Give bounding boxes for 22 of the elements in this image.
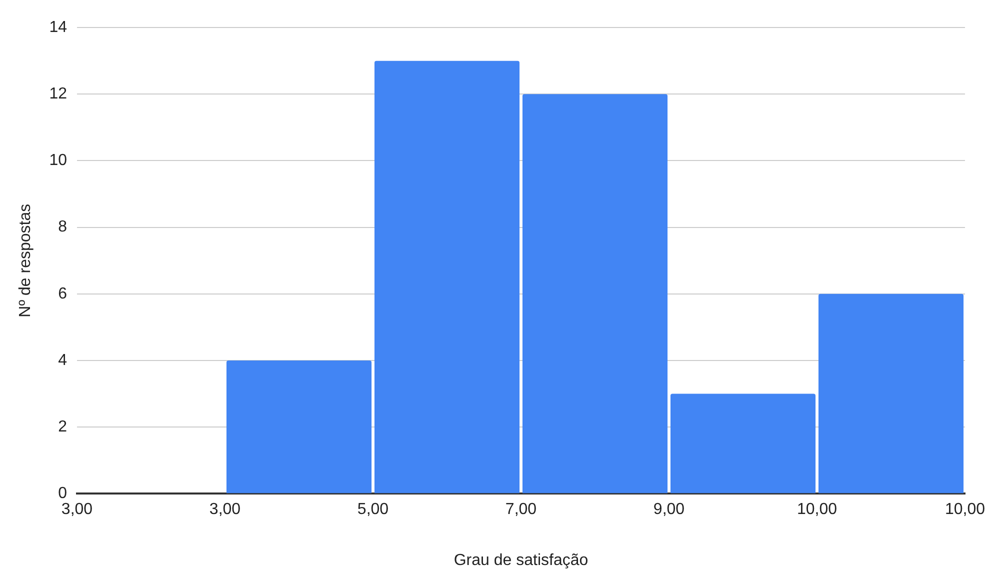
text: 3,00 <box>209 501 241 518</box>
text: 7,00 <box>505 501 537 518</box>
y-tick-label: 6 <box>58 285 68 302</box>
text: 3,00 <box>61 501 93 518</box>
y-tick-label: 10 <box>49 152 68 170</box>
x-axis-title: Grau de satisfação <box>454 552 588 569</box>
bar <box>670 394 816 494</box>
y-tick-label: 4 <box>58 352 68 369</box>
y-tick-label: 14 <box>49 19 68 36</box>
text: 5,00 <box>357 501 389 518</box>
bar <box>226 360 372 494</box>
text: 10,00 <box>796 501 838 518</box>
bar <box>374 60 520 494</box>
y-tick-label: 2 <box>58 418 68 436</box>
bar <box>818 294 964 494</box>
bar <box>522 94 668 494</box>
y-axis-title: Nº de respostas <box>17 204 34 318</box>
y-tick-label: 12 <box>49 86 68 103</box>
text: 9,00 <box>653 501 685 518</box>
y-tick-label: 0 <box>58 485 68 502</box>
y-tick-label: 8 <box>58 218 68 236</box>
text: 10,00 <box>944 501 986 518</box>
